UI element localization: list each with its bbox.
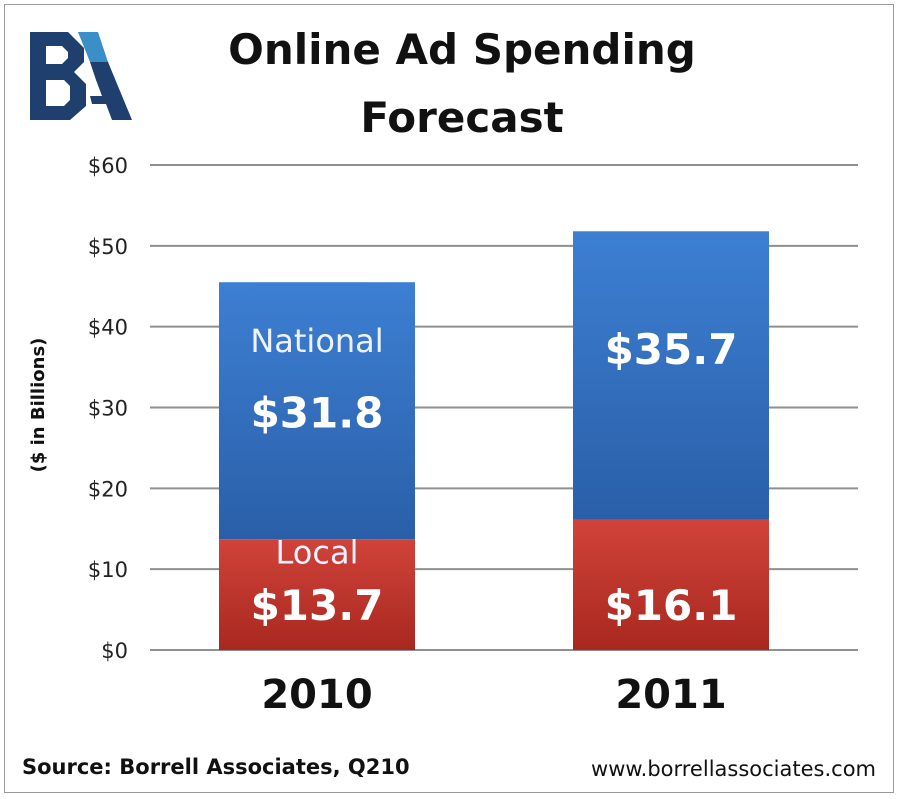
logo-b-shape — [30, 32, 86, 120]
logo-a-dark — [90, 62, 132, 120]
series-label-national: National — [250, 322, 383, 360]
data-label-national-2010: $31.8 — [251, 388, 384, 437]
y-tick-labels: $0 $10 $20 $30 $40 $50 $60 — [88, 154, 128, 663]
y-tick-label: $60 — [88, 154, 128, 178]
y-tick-label: $40 — [88, 316, 128, 340]
logo — [30, 32, 132, 120]
y-tick-label: $0 — [101, 639, 128, 663]
bar-local-2011 — [573, 519, 769, 650]
logo-b-notch-top — [46, 46, 68, 64]
x-tick-label: 2010 — [261, 672, 372, 718]
y-tick-label: $30 — [88, 397, 128, 421]
y-tick-label: $10 — [88, 558, 128, 582]
y-axis-label: ($ in Billions) — [28, 338, 49, 473]
bar-national-2010 — [219, 282, 415, 540]
source-note: Source: Borrell Associates, Q210 — [22, 755, 410, 779]
data-label-local-2010: $13.7 — [251, 581, 384, 630]
source-url: www.borrellassociates.com — [591, 757, 876, 781]
data-label-national-2011: $35.7 — [605, 325, 738, 374]
logo-b-notch-bottom — [46, 80, 70, 106]
bars — [219, 231, 769, 650]
series-label-local: Local — [276, 533, 359, 571]
bar-national-2011 — [573, 231, 769, 520]
x-tick-labels: 2010 2011 — [261, 672, 726, 718]
y-tick-label: $50 — [88, 235, 128, 259]
data-labels: $13.7 Local $31.8 National $16.1 $35.7 — [250, 322, 737, 630]
x-tick-label: 2011 — [615, 672, 726, 718]
y-tick-label: $20 — [88, 477, 128, 501]
logo-a-light — [78, 32, 108, 62]
chart-title-line-2: Forecast — [360, 93, 563, 142]
data-label-local-2011: $16.1 — [605, 581, 738, 630]
bar-local-2010 — [219, 539, 415, 650]
chart-title-line-1: Online Ad Spending — [228, 25, 696, 74]
